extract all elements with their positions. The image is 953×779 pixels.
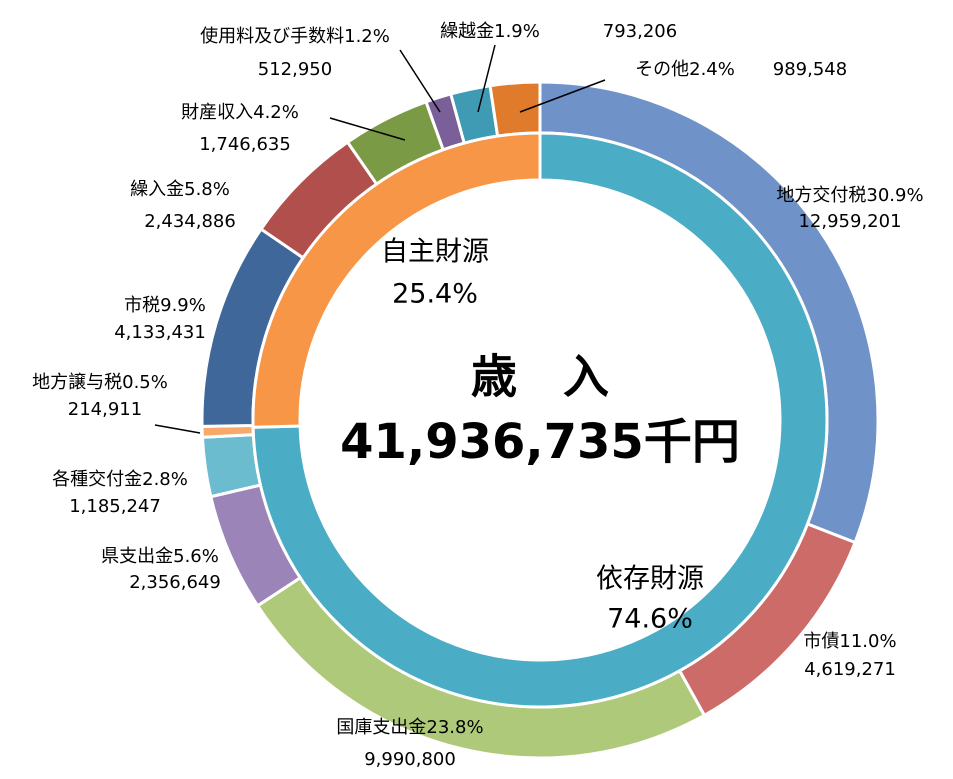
category-name: 国庫支出金 bbox=[336, 717, 426, 738]
category-name: 繰入金 bbox=[130, 179, 184, 200]
percent-label: 30.9% bbox=[866, 185, 923, 206]
category-name: 市債 bbox=[803, 631, 839, 652]
leader-line bbox=[519, 79, 606, 113]
inner-category: 自主財源 bbox=[381, 237, 489, 268]
category-name: 繰越金 bbox=[440, 21, 494, 42]
percent-label: 4.2% bbox=[253, 102, 299, 123]
slice-label: 国庫支出金23.8% bbox=[336, 717, 483, 738]
slice-label: 繰越金1.9% bbox=[440, 21, 540, 42]
slice-label: 財産収入4.2% bbox=[181, 102, 299, 123]
amount-label: 2,434,886 bbox=[144, 211, 236, 232]
percent-label: 5.8% bbox=[184, 179, 230, 200]
slice-label: 県支出金5.6% bbox=[101, 546, 219, 567]
chart-title: 歳 入 bbox=[471, 350, 609, 404]
slice-label: その他2.4% bbox=[635, 59, 735, 80]
slice-label: 各種交付金2.8% bbox=[52, 469, 188, 490]
amount-label: 1,746,635 bbox=[199, 134, 291, 155]
inner-percent: 74.6% bbox=[607, 604, 693, 635]
inner-slice bbox=[251, 131, 542, 429]
leader-line bbox=[399, 49, 441, 113]
percent-label: 2.8% bbox=[142, 469, 188, 490]
category-name: 県支出金 bbox=[101, 546, 173, 567]
leader-line bbox=[477, 44, 496, 113]
amount-label: 214,911 bbox=[68, 399, 142, 420]
amount-label: 793,206 bbox=[603, 21, 677, 42]
inner-category: 依存財源 bbox=[596, 564, 704, 595]
slice-label: 地方交付税30.9% bbox=[776, 185, 923, 206]
slice-label: 繰入金5.8% bbox=[130, 179, 230, 200]
percent-label: 23.8% bbox=[426, 717, 483, 738]
amount-label: 4,619,271 bbox=[804, 659, 896, 680]
percent-label: 11.0% bbox=[839, 631, 896, 652]
total-label: 41,936,735千円 bbox=[340, 414, 740, 470]
amount-label: 512,950 bbox=[258, 59, 332, 80]
amount-label: 2,356,649 bbox=[129, 572, 221, 593]
outer-slice bbox=[488, 80, 542, 138]
leader-line bbox=[329, 117, 406, 141]
amount-label: 1,185,247 bbox=[69, 496, 161, 517]
percent-label: 0.5% bbox=[122, 372, 168, 393]
amount-label: 9,990,800 bbox=[364, 749, 456, 770]
category-name: 財産収入 bbox=[181, 102, 253, 123]
category-name: 地方交付税 bbox=[776, 185, 866, 206]
percent-label: 9.9% bbox=[160, 295, 206, 316]
slice-label: 地方譲与税0.5% bbox=[32, 372, 168, 393]
slice-label: 市税9.9% bbox=[124, 295, 206, 316]
amount-label: 4,133,431 bbox=[114, 322, 206, 343]
slice-label: 使用料及び手数料1.2% bbox=[200, 26, 390, 47]
category-name: 地方譲与税 bbox=[32, 372, 122, 393]
category-name: 各種交付金 bbox=[52, 469, 142, 490]
category-name: その他 bbox=[635, 59, 689, 80]
inner-percent: 25.4% bbox=[392, 279, 478, 310]
percent-label: 1.9% bbox=[494, 21, 540, 42]
percent-label: 5.6% bbox=[173, 546, 219, 567]
inner-slice bbox=[251, 131, 829, 709]
slice-label: 市債11.0% bbox=[803, 631, 896, 652]
category-name: 使用料及び手数料 bbox=[200, 26, 344, 47]
amount-label: 989,548 bbox=[773, 59, 847, 80]
leader-line bbox=[154, 424, 201, 434]
outer-slice bbox=[200, 433, 263, 499]
percent-label: 1.2% bbox=[344, 26, 390, 47]
percent-label: 2.4% bbox=[689, 59, 735, 80]
category-name: 市税 bbox=[124, 295, 160, 316]
amount-label: 12,959,201 bbox=[798, 211, 901, 232]
